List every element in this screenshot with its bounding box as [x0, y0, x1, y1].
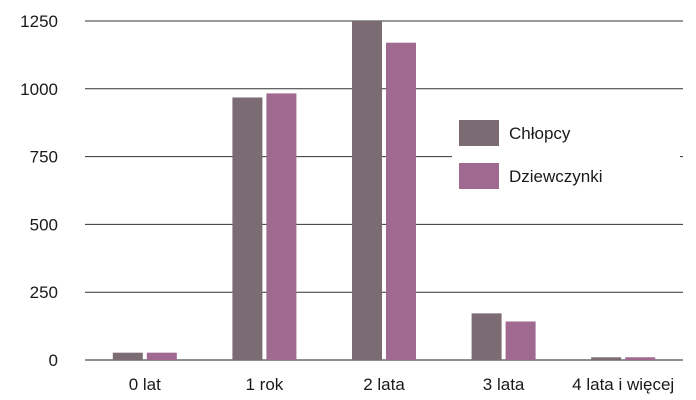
bars — [112, 21, 656, 361]
bar-dziewczynki-0 — [146, 352, 177, 360]
bar-chlopcy-4 — [591, 357, 622, 360]
x-tick-label: 0 lat — [129, 375, 161, 394]
y-tick-label: 0 — [49, 351, 58, 370]
x-tick-label: 3 lata — [483, 375, 525, 394]
y-tick-label: 250 — [30, 283, 58, 302]
y-tick-label: 1000 — [20, 80, 58, 99]
legend-label-dziewczynki: Dziewczynki — [509, 167, 603, 186]
bar-dziewczynki-3 — [505, 321, 536, 360]
bar-dziewczynki-4 — [625, 357, 656, 360]
legend-label-chlopcy: Chłopcy — [509, 124, 571, 143]
bar-dziewczynki-2 — [386, 42, 416, 361]
gridlines — [85, 20, 683, 361]
x-tick-label: 1 rok — [246, 375, 284, 394]
x-tick-label: 2 lata — [363, 375, 405, 394]
x-axis: 0 lat 1 rok 2 lata 3 lata 4 lata i więcej — [129, 375, 675, 394]
bar-chlopcy-2 — [352, 21, 382, 360]
bar-chlopcy-3 — [471, 313, 502, 360]
y-tick-label: 500 — [30, 215, 58, 234]
legend: Chłopcy Dziewczynki — [452, 108, 680, 196]
bar-chlopcy-1 — [232, 97, 263, 361]
y-tick-label: 750 — [30, 148, 58, 167]
y-axis: 0 250 500 750 1000 1250 — [20, 12, 58, 370]
legend-swatch-dziewczynki — [459, 163, 499, 189]
y-tick-label: 1250 — [20, 12, 58, 31]
legend-swatch-chlopcy — [459, 120, 499, 146]
x-tick-label: 4 lata i więcej — [572, 375, 674, 394]
bar-chlopcy-0 — [112, 352, 143, 360]
bar-dziewczynki-1 — [266, 93, 297, 360]
